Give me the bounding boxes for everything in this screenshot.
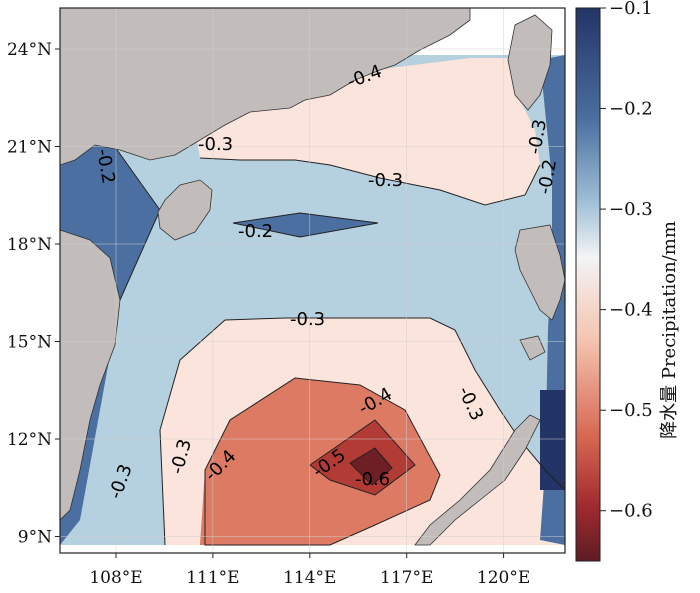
colorbar-gradient: [575, 7, 601, 562]
field-minus-0-1-east: [540, 390, 565, 490]
contour-line: [199, 157, 541, 206]
land-luzon: [514, 224, 566, 321]
land-masses: [59, 7, 566, 546]
colorbar-title: 降水量 Precipitation/mm: [659, 221, 680, 439]
colorbar-tick-label: −0.1: [609, 0, 653, 19]
colorbar-tick-label: −0.2: [609, 99, 653, 120]
colorbar-tick-label: −0.4: [609, 300, 653, 321]
lat-tick-label: 24°N: [7, 40, 52, 60]
lat-tick-label: 9°N: [18, 528, 52, 548]
colorbar-tick-label: −0.3: [609, 199, 653, 220]
contour-lines: [109, 139, 566, 546]
land-palawan: [414, 414, 541, 546]
contour-line: [309, 419, 416, 496]
colorbar-ticks: −0.1 −0.2 −0.3 −0.4 −0.5 −0.6: [600, 0, 653, 522]
contour-label: -0.2: [238, 221, 273, 242]
contour-label: -0.3: [198, 134, 233, 155]
contour-label: -0.6: [355, 469, 390, 490]
land-mindoro: [519, 335, 546, 361]
gridlines: [60, 8, 565, 553]
longitude-axis: 108°E 111°E 114°E 117°E 120°E: [89, 553, 530, 588]
lon-tick-label: 117°E: [380, 568, 433, 588]
land-mainland-china: [59, 7, 471, 166]
lon-tick-label: 114°E: [283, 568, 336, 588]
lat-tick-label: 18°N: [7, 235, 52, 255]
latitude-axis: 24°N 21°N 18°N 15°N 12°N 9°N: [7, 40, 60, 548]
lat-tick-label: 15°N: [7, 333, 52, 353]
contour-label: -0.3: [290, 309, 325, 330]
lon-tick-label: 111°E: [186, 568, 239, 588]
contour-line: [232, 212, 379, 238]
lat-tick-label: 12°N: [7, 430, 52, 450]
land-indochina: [59, 229, 121, 521]
map-panel: -0.3 -0.3 -0.3 -0.2 -0.3 -0.3 -0.4 -0.5 …: [7, 7, 566, 588]
contour-line: [349, 447, 393, 486]
colorbar: −0.1 −0.2 −0.3 −0.4 −0.5 −0.6 降水量 Precipitati…: [575, 0, 680, 562]
land-taiwan: [507, 14, 553, 111]
land-hainan: [157, 179, 213, 241]
colorbar-tick-label: −0.5: [609, 400, 653, 421]
lon-tick-label: 120°E: [477, 568, 530, 588]
colorbar-tick-label: −0.6: [609, 501, 653, 522]
lat-tick-label: 21°N: [7, 138, 52, 158]
contour-label: -0.3: [368, 170, 403, 191]
contour-line: [204, 377, 441, 546]
map-frame: [59, 7, 566, 554]
field-minus-0-2-center: [233, 213, 378, 237]
lon-tick-label: 108°E: [89, 568, 142, 588]
